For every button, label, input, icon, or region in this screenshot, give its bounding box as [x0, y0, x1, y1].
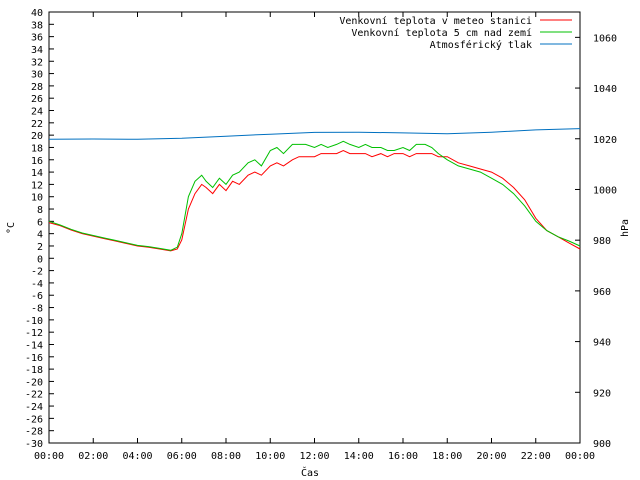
- y-tick-label: 2: [37, 242, 43, 253]
- y-tick-label: -16: [25, 353, 43, 364]
- y-tick-label: -14: [25, 340, 43, 351]
- x-tick-label: 02:00: [78, 451, 108, 462]
- y-tick-label: 16: [31, 156, 43, 167]
- y-tick-label: 22: [31, 119, 43, 130]
- x-tick-label: 00:00: [34, 451, 64, 462]
- y-tick-label: -30: [25, 439, 43, 450]
- y-axis-left: -30-28-26-24-22-20-18-16-14-12-10-8-6-4-…: [25, 8, 54, 450]
- y-tick-label: -6: [31, 291, 43, 302]
- y2-tick-label: 1020: [593, 135, 617, 146]
- y-tick-label: -18: [25, 365, 43, 376]
- series-line: [48, 128, 581, 140]
- x-axis: 00:00 02:00 04:00 06:00 08:00 10:00 12:00 14:00…: [34, 12, 595, 462]
- y-tick-label: 32: [31, 57, 43, 68]
- series-line: [48, 149, 581, 252]
- y-tick-label: -28: [25, 427, 43, 438]
- y-tick-label: 6: [37, 217, 43, 228]
- plot-border: [48, 11, 581, 444]
- y-tick-label: 36: [31, 33, 43, 44]
- x-tick-label: 08:00: [211, 451, 241, 462]
- y2-tick-label: 940: [593, 338, 611, 349]
- y-tick-label: 10: [31, 193, 43, 204]
- x-tick-label: 00:00: [565, 451, 595, 462]
- y-tick-label: 4: [37, 230, 43, 241]
- y-tick-label: -8: [31, 304, 43, 315]
- x-tick-label: 16:00: [388, 451, 418, 462]
- x-tick-label: 22:00: [521, 451, 551, 462]
- x-tick-label: 12:00: [299, 451, 329, 462]
- y-tick-label: -12: [25, 328, 43, 339]
- y-tick-label: -10: [25, 316, 43, 327]
- y-tick-label: 20: [31, 131, 43, 142]
- x-tick-label: 10:00: [255, 451, 285, 462]
- y-tick-label: 18: [31, 143, 43, 154]
- y2-axis-label: hPa: [620, 219, 631, 237]
- legend-label: Venkovní teplota v meteo stanici: [339, 15, 532, 27]
- x-tick-label: 06:00: [167, 451, 197, 462]
- y-tick-label: 40: [31, 8, 43, 19]
- y2-tick-label: 920: [593, 388, 611, 399]
- x-tick-label: 14:00: [344, 451, 374, 462]
- legend-label: Atmosférický tlak: [430, 39, 532, 51]
- y-tick-label: 0: [37, 254, 43, 265]
- y2-tick-label: 1000: [593, 185, 617, 196]
- y-tick-label: 34: [31, 45, 43, 56]
- legend-label: Venkovní teplota 5 cm nad zemí: [351, 27, 532, 39]
- y-tick-label: 14: [31, 168, 43, 179]
- y-tick-label: 38: [31, 20, 43, 31]
- legend: Venkovní teplota v meteo staniciVenkovní…: [339, 15, 572, 51]
- y-tick-label: 28: [31, 82, 43, 93]
- y-tick-label: 26: [31, 94, 43, 105]
- y-tick-label: -24: [25, 402, 43, 413]
- y-axis-right: 900 920 940 960 980 1000 1020 1040 1060: [575, 33, 617, 450]
- y-tick-label: -2: [31, 267, 43, 278]
- y-tick-label: -4: [31, 279, 43, 290]
- y2-tick-label: 1040: [593, 84, 617, 95]
- x-tick-label: 18:00: [432, 451, 462, 462]
- series-lines: [48, 128, 581, 252]
- y-tick-label: -22: [25, 390, 43, 401]
- y2-tick-label: 960: [593, 287, 611, 298]
- y-tick-label: 12: [31, 180, 43, 191]
- x-axis-label: Čas: [301, 466, 319, 479]
- y-tick-label: 8: [37, 205, 43, 216]
- x-tick-label: 04:00: [122, 451, 152, 462]
- series-line: [48, 140, 581, 251]
- y-tick-label: -20: [25, 377, 43, 388]
- y2-tick-label: 980: [593, 236, 611, 247]
- y2-tick-label: 1060: [593, 33, 617, 44]
- y-tick-label: 30: [31, 70, 43, 81]
- x-tick-label: 20:00: [476, 451, 506, 462]
- y2-tick-label: 900: [593, 439, 611, 450]
- y-axis-label: °C: [6, 222, 17, 234]
- y-tick-label: 24: [31, 107, 43, 118]
- y-tick-label: -26: [25, 414, 43, 425]
- plot-frame: [48, 11, 581, 444]
